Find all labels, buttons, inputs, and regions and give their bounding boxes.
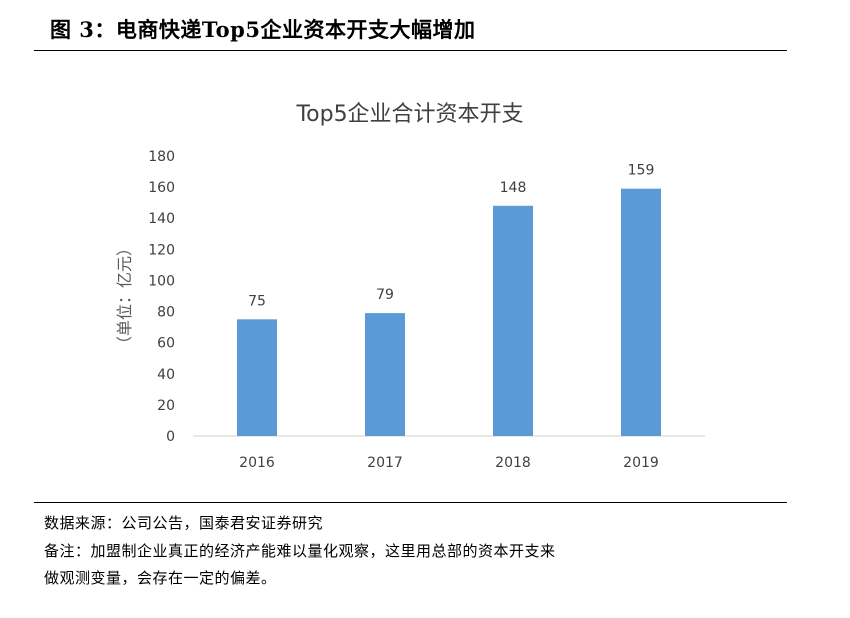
data-label: 159 bbox=[628, 163, 655, 179]
x-tick-label: 2018 bbox=[495, 455, 531, 471]
y-tick-label: 140 bbox=[148, 211, 175, 227]
bar-2019 bbox=[621, 188, 661, 436]
bar-2018 bbox=[493, 205, 533, 436]
y-tick-label: 40 bbox=[157, 367, 175, 383]
y-tick-label: 100 bbox=[148, 273, 175, 289]
y-tick-label: 160 bbox=[148, 180, 175, 196]
bar-2017 bbox=[365, 313, 405, 436]
data-label: 79 bbox=[376, 287, 394, 303]
y-tick-label: 60 bbox=[157, 336, 175, 352]
bar-chart: Top5企业合计资本开支 （单位：亿元） 0 20 40 60 80 100 120 140 1… bbox=[115, 102, 705, 471]
source-note: 数据来源：公司公告，国泰君安证券研究 bbox=[44, 514, 324, 532]
y-axis-label: （单位：亿元） bbox=[115, 240, 134, 352]
data-label: 75 bbox=[248, 293, 266, 309]
top-rule bbox=[34, 50, 787, 51]
chart-title: Top5企业合计资本开支 bbox=[295, 102, 523, 127]
y-tick-label: 80 bbox=[157, 305, 175, 321]
x-tick-label: 2016 bbox=[239, 455, 275, 471]
x-tick-label: 2019 bbox=[623, 455, 659, 471]
y-tick-label: 20 bbox=[157, 398, 175, 414]
remark-line-1: 备注：加盟制企业真正的经济产能难以量化观察，这里用总部的资本开支来 bbox=[44, 542, 556, 560]
x-tick-label: 2017 bbox=[367, 455, 403, 471]
y-tick-label: 180 bbox=[148, 149, 175, 165]
figure-title: 图 3：电商快递Top5企业资本开支大幅增加 bbox=[50, 17, 476, 42]
bar-2016 bbox=[237, 319, 277, 436]
y-tick-label: 0 bbox=[166, 429, 175, 445]
remark-line-2: 做观测变量，会存在一定的偏差。 bbox=[44, 569, 277, 587]
y-tick-label: 120 bbox=[148, 242, 175, 258]
bottom-rule bbox=[34, 502, 787, 503]
data-label: 148 bbox=[500, 180, 527, 196]
